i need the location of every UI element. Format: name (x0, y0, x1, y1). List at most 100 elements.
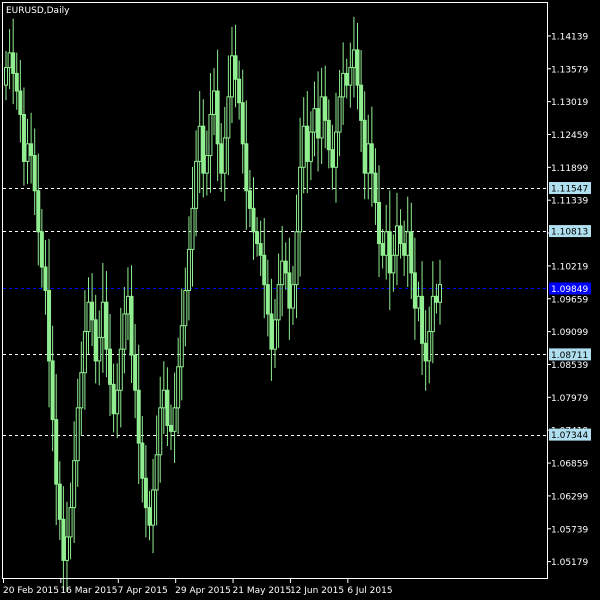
candle-body-81 (294, 231, 299, 286)
candle-body-82 (298, 166, 303, 233)
level-label-3: 1.07344 (551, 431, 588, 441)
candle-body-105 (380, 243, 385, 256)
candle-body-3 (14, 72, 19, 92)
candle-body-28 (104, 301, 109, 350)
candle-body-84 (305, 125, 310, 162)
candle-body-111 (402, 243, 407, 256)
candle-body-70 (255, 231, 260, 245)
candle-body-52 (190, 207, 195, 250)
x-tick-label-3: 29 Apr 2015 (175, 586, 231, 596)
candle-body-6 (25, 143, 30, 162)
y-tick-label-3: 1.12459 (551, 131, 588, 141)
candle-body-94 (341, 72, 346, 98)
candle-body-110 (398, 225, 403, 245)
y-tick-label-2: 1.13019 (551, 98, 588, 108)
candle-body-55 (201, 125, 206, 174)
x-tick-label-6: 6 Jul 2015 (347, 586, 392, 596)
candle-body-32 (118, 348, 123, 391)
candle-body-17 (64, 536, 69, 561)
candle-body-68 (247, 190, 252, 209)
candle-body-114 (412, 272, 417, 309)
candle-body-102 (369, 143, 374, 174)
y-tick-label-5: 1.11339 (551, 197, 588, 207)
candle-body-97 (351, 49, 356, 69)
level-label-bg-3 (549, 428, 591, 441)
x-tick-label-4: 21 May 2015 (233, 586, 292, 596)
candle-body-71 (258, 243, 263, 256)
candle-body-22 (82, 331, 87, 374)
candle-body-66 (240, 102, 245, 145)
candle-body-116 (420, 295, 425, 344)
candle-body-64 (233, 55, 238, 80)
x-tick-label-0: 20 Feb 2015 (3, 586, 59, 596)
candle-body-49 (179, 325, 184, 368)
candle-body-121 (438, 284, 442, 303)
candle-body-37 (136, 389, 141, 444)
candle-body-119 (430, 295, 435, 333)
candle-body-5 (21, 113, 26, 162)
candle-body-23 (86, 301, 91, 333)
candle-body-85 (308, 131, 313, 162)
candle-body-21 (79, 372, 84, 409)
candle-body-63 (229, 55, 234, 98)
candle-body-96 (348, 67, 353, 86)
candle-body-112 (405, 231, 410, 256)
candle-body-69 (251, 207, 256, 233)
y-tick-label-11: 1.07979 (551, 394, 588, 404)
candle-body-90 (326, 119, 331, 151)
candle-body-106 (384, 231, 389, 256)
candle-body-1 (7, 52, 12, 69)
candle-body-92 (333, 131, 338, 168)
candle-body-51 (186, 248, 191, 292)
candle-body-59 (215, 90, 220, 145)
candle-body-120 (434, 295, 439, 303)
candle-body-79 (287, 272, 292, 309)
y-tick-label-15: 1.05739 (551, 525, 588, 535)
candle-body-35 (129, 295, 134, 356)
candle-body-57 (208, 113, 213, 157)
current-price-label-bg (549, 282, 591, 295)
candle-body-108 (391, 254, 396, 274)
candle-body-29 (108, 348, 113, 385)
candle-body-98 (355, 49, 360, 86)
candle-body-58 (212, 90, 217, 115)
candle-body-27 (100, 301, 105, 338)
candle-body-12 (47, 290, 52, 362)
candle-body-46 (168, 424, 173, 432)
candles-layer (4, 16, 442, 593)
candle-body-54 (197, 125, 202, 162)
candle-body-83 (301, 125, 306, 168)
level-label-bg-1 (549, 225, 591, 238)
plot-frame (2, 2, 548, 579)
candle-body-24 (90, 301, 95, 321)
level-label-1: 1.10813 (551, 228, 588, 238)
y-tick-label-13: 1.06859 (551, 460, 588, 470)
level-label-0: 1.11547 (551, 184, 588, 194)
candle-body-40 (147, 507, 152, 526)
candle-body-72 (262, 254, 267, 286)
candle-body-88 (319, 96, 324, 139)
level-label-2: 1.08711 (551, 351, 588, 361)
candle-body-50 (183, 290, 188, 327)
candle-body-14 (54, 419, 59, 485)
candle-body-93 (337, 96, 342, 133)
candle-body-56 (204, 155, 209, 174)
candle-body-86 (312, 108, 317, 133)
candle-body-100 (362, 119, 367, 174)
candle-body-26 (97, 336, 102, 362)
candle-body-16 (61, 518, 66, 561)
candle-body-103 (373, 172, 378, 203)
y-axis: 1.14139 1.13579 1.13019 1.12459 1.11899 1.113… (547, 32, 588, 568)
candle-body-34 (125, 295, 130, 315)
chart-title: EURUSD,Daily (6, 6, 70, 16)
candle-body-13 (50, 360, 55, 421)
candle-body-75 (273, 319, 278, 350)
y-tick-label-1: 1.13579 (551, 65, 588, 75)
y-tick-label-4: 1.11899 (551, 164, 588, 174)
candle-body-44 (161, 389, 166, 409)
candle-body-95 (344, 72, 349, 86)
candle-body-48 (176, 366, 181, 409)
candle-body-62 (226, 96, 231, 139)
